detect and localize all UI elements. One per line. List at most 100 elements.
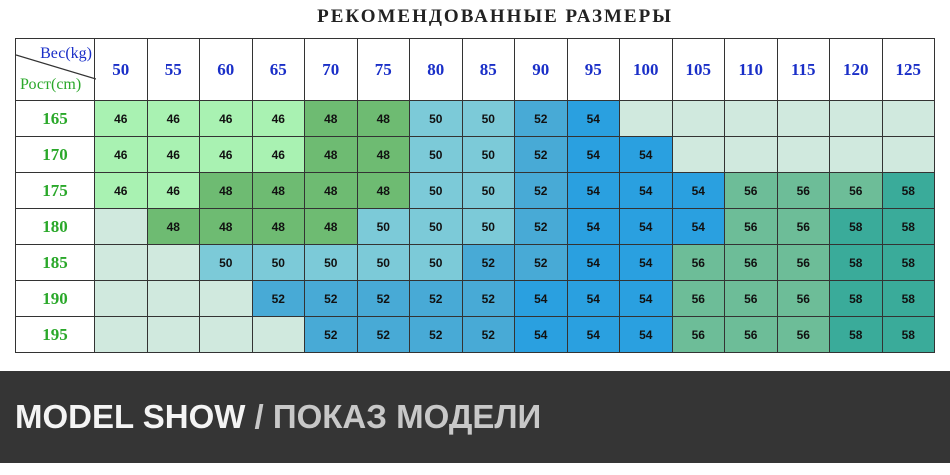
- size-cell: 50: [461, 136, 515, 173]
- size-cell: 50: [304, 244, 358, 281]
- size-cell: 48: [146, 208, 200, 245]
- size-cell: 50: [461, 208, 515, 245]
- empty-cell: [146, 316, 200, 353]
- size-cell: 58: [881, 244, 935, 281]
- size-cell: 48: [356, 136, 410, 173]
- weight-header: 60: [199, 38, 253, 101]
- size-cell: 56: [671, 316, 725, 353]
- table-row: 195 52 52 52 52 54 54 54 56 56 56 58 58: [15, 316, 935, 353]
- size-cell: 52: [461, 244, 515, 281]
- table-row: 190 52 52 52 52 52 54 54 54 56 56 56 58 58: [15, 280, 935, 317]
- size-cell: 54: [514, 316, 568, 353]
- weight-header: 80: [409, 38, 463, 101]
- size-cell: 56: [671, 244, 725, 281]
- empty-cell: [776, 100, 830, 137]
- size-cell: 54: [619, 172, 673, 209]
- empty-cell: [724, 136, 778, 173]
- weight-header: 85: [461, 38, 515, 101]
- size-cell: 50: [409, 208, 463, 245]
- weight-header: 75: [356, 38, 410, 101]
- banner-title: MODEL SHOW / ПОКАЗ МОДЕЛИ: [15, 398, 541, 436]
- size-cell: 46: [251, 136, 305, 173]
- table-row: 175 46 46 48 48 48 48 50 50 52 54 54 54 56 56 56 58: [15, 172, 935, 209]
- size-cell: 56: [829, 172, 883, 209]
- size-cell: 50: [461, 100, 515, 137]
- size-cell: 50: [409, 244, 463, 281]
- size-cell: 52: [304, 280, 358, 317]
- size-cell: 52: [514, 136, 568, 173]
- weight-header: 110: [724, 38, 778, 101]
- size-cell: 48: [356, 172, 410, 209]
- size-cell: 54: [619, 316, 673, 353]
- size-cell: 48: [304, 208, 358, 245]
- size-cell: 56: [776, 208, 830, 245]
- empty-cell: [881, 100, 935, 137]
- size-cell: 50: [409, 172, 463, 209]
- size-cell: 50: [356, 208, 410, 245]
- weight-header: 65: [251, 38, 305, 101]
- size-cell: 56: [776, 316, 830, 353]
- weight-header: 120: [829, 38, 883, 101]
- size-cell: 54: [566, 172, 620, 209]
- empty-cell: [94, 280, 148, 317]
- size-cell: 48: [304, 136, 358, 173]
- height-header: 165: [15, 100, 95, 137]
- size-cell: 58: [881, 208, 935, 245]
- size-cell: 54: [619, 136, 673, 173]
- size-cell: 56: [724, 172, 778, 209]
- empty-cell: [251, 316, 305, 353]
- size-cell: 54: [619, 244, 673, 281]
- height-header: 195: [15, 316, 95, 353]
- weight-header: 95: [566, 38, 620, 101]
- weight-axis-label: Вес(kg): [40, 45, 92, 63]
- size-cell: 54: [566, 280, 620, 317]
- size-cell: 54: [619, 208, 673, 245]
- size-cell: 46: [146, 136, 200, 173]
- empty-cell: [619, 100, 673, 137]
- size-cell: 50: [356, 244, 410, 281]
- corner-header-cell: Вес(kg) Рост(cm): [15, 38, 96, 101]
- size-cell: 56: [776, 172, 830, 209]
- size-cell: 52: [514, 244, 568, 281]
- size-cell: 48: [251, 172, 305, 209]
- size-cell: 52: [409, 280, 463, 317]
- size-cell: 58: [881, 280, 935, 317]
- empty-cell: [671, 100, 725, 137]
- size-cell: 52: [514, 208, 568, 245]
- empty-cell: [199, 280, 253, 317]
- height-header: 190: [15, 280, 95, 317]
- size-cell: 46: [94, 136, 148, 173]
- size-cell: 58: [881, 172, 935, 209]
- size-cell: 46: [146, 100, 200, 137]
- size-cell: 56: [671, 280, 725, 317]
- size-cell: 58: [829, 244, 883, 281]
- empty-cell: [146, 244, 200, 281]
- weight-header: 125: [881, 38, 935, 101]
- size-cell: 46: [94, 100, 148, 137]
- size-cell: 52: [356, 316, 410, 353]
- empty-cell: [829, 100, 883, 137]
- table-row: 185 50 50 50 50 50 52 52 54 54 56 56 56 58 58: [15, 244, 935, 281]
- size-cell: 54: [566, 244, 620, 281]
- empty-cell: [199, 316, 253, 353]
- weight-header: 115: [776, 38, 830, 101]
- size-cell: 50: [409, 136, 463, 173]
- size-cell: 58: [829, 316, 883, 353]
- size-cell: 56: [724, 316, 778, 353]
- weight-label: Вес: [40, 45, 66, 62]
- size-cell: 48: [199, 172, 253, 209]
- weight-header: 100: [619, 38, 673, 101]
- table-row: 170 46 46 46 46 48 48 50 50 52 54 54: [15, 136, 935, 173]
- size-cell: 52: [409, 316, 463, 353]
- size-cell: 52: [251, 280, 305, 317]
- size-cell: 48: [251, 208, 305, 245]
- size-cell: 48: [356, 100, 410, 137]
- size-cell: 46: [199, 100, 253, 137]
- banner-russian: ПОКАЗ МОДЕЛИ: [272, 398, 542, 435]
- weight-header: 55: [146, 38, 200, 101]
- size-cell: 54: [514, 280, 568, 317]
- empty-cell: [776, 136, 830, 173]
- size-cell: 50: [461, 172, 515, 209]
- size-cell: 54: [671, 208, 725, 245]
- size-cell: 52: [514, 172, 568, 209]
